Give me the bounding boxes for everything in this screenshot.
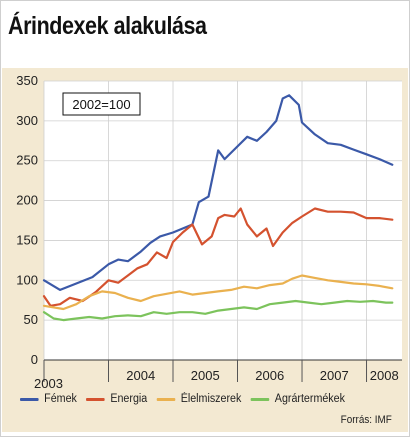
legend-label: Fémek [44, 393, 77, 405]
x-tick-label: 2006 [255, 368, 284, 383]
x-tick-label: 2007 [320, 368, 349, 383]
chart-legend: Fémek Energia Élelmiszerek Agrártermékek [20, 391, 345, 407]
y-tick-label: 350 [16, 73, 38, 88]
legend-swatch [86, 397, 105, 401]
axes: 0 50 100 150 200 250 300 350 2003 2004 2005 2006 200… [16, 73, 402, 391]
source-note: Forrás: IMF [340, 414, 392, 426]
y-tick-label: 150 [16, 232, 38, 247]
gridlines [43, 80, 402, 361]
y-tick-label: 200 [16, 193, 38, 208]
y-tick-label: 0 [31, 352, 38, 367]
y-tick-label: 50 [24, 312, 38, 327]
series-lines [42, 94, 394, 322]
series-line-1 [42, 207, 394, 307]
annotation-box: 2002=100 [62, 92, 141, 116]
legend-swatch [250, 397, 270, 401]
annotation-frame [62, 92, 141, 116]
legend-swatch [156, 397, 176, 401]
legend-item: Fémek [20, 393, 77, 405]
legend-label: Agrártermékek [274, 393, 345, 405]
legend-item: Energia [86, 393, 147, 405]
legend-item: Agrártermékek [250, 393, 345, 405]
x-tick-label: 2004 [126, 368, 155, 383]
legend-item: Élelmiszerek [156, 393, 242, 405]
legend-label: Élelmiszerek [180, 393, 242, 405]
x-tick-label: 2003 [34, 376, 63, 391]
chart-title: Árindexek alakulása [8, 12, 207, 40]
y-tick-label: 300 [16, 113, 38, 128]
y-tick-label: 250 [16, 153, 38, 168]
x-tick-label: 2005 [191, 368, 220, 383]
annotation-text: 2002=100 [72, 97, 130, 112]
legend-swatch [20, 397, 39, 401]
legend-label: Energia [110, 393, 148, 405]
y-tick-label: 100 [16, 272, 38, 287]
plot-area [44, 81, 402, 360]
series-line-0 [42, 94, 394, 291]
x-tick-label: 2008 [370, 368, 399, 383]
series-line-2 [42, 274, 394, 311]
series-line-3 [42, 299, 394, 322]
